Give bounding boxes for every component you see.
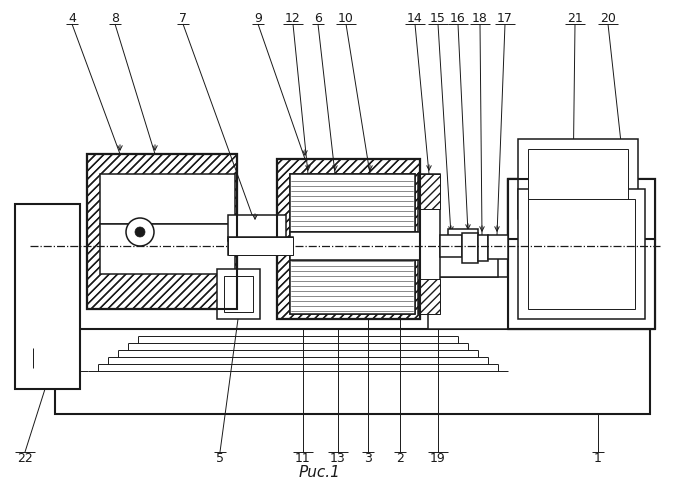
Circle shape [135,227,145,238]
Bar [478,236,488,262]
Text: 6: 6 [314,13,322,25]
Bar [277,160,420,319]
Bar [518,140,638,220]
Text: 14: 14 [407,13,423,25]
Text: Puc.1: Puc.1 [299,465,341,480]
Bar [290,175,415,314]
Text: 19: 19 [430,451,446,465]
Bar [100,175,235,224]
Bar [15,204,80,389]
Bar [462,234,478,264]
Text: 7: 7 [179,13,187,25]
Bar [228,216,286,242]
Text: 8: 8 [111,13,119,25]
Text: 13: 13 [330,451,346,465]
Bar [438,247,498,278]
Bar [418,280,440,314]
Text: 21: 21 [567,13,583,25]
Text: 22: 22 [17,451,33,465]
Bar [87,155,237,309]
Bar [228,238,293,256]
Text: 4: 4 [68,13,76,25]
Bar [290,232,420,261]
Text: 15: 15 [430,13,446,25]
Bar [440,236,462,258]
Bar [508,180,655,329]
Text: 16: 16 [450,13,466,25]
Bar [290,175,415,314]
Text: 20: 20 [600,13,616,25]
Bar [428,278,508,329]
Bar [508,180,588,240]
Bar [87,155,237,309]
Text: 1: 1 [594,451,602,465]
Bar [224,276,253,312]
Bar [277,160,420,319]
Text: 3: 3 [364,451,372,465]
Bar [277,160,420,319]
Text: 5: 5 [216,451,224,465]
Bar [508,180,655,329]
Bar [228,238,293,256]
Text: 12: 12 [285,13,301,25]
Text: 18: 18 [472,13,488,25]
Bar [87,155,237,309]
Bar [508,180,655,240]
Bar [55,329,650,414]
Text: 11: 11 [295,451,311,465]
Bar [418,175,440,314]
Bar [100,224,235,274]
Bar [488,236,508,260]
Bar [290,232,420,261]
Bar [528,200,635,309]
Circle shape [126,219,154,246]
Bar [217,269,260,319]
Bar [518,190,645,319]
Text: 2: 2 [396,451,404,465]
Text: 9: 9 [254,13,262,25]
Text: 17: 17 [497,13,513,25]
Bar [528,150,628,209]
Bar [448,229,478,247]
Text: 10: 10 [338,13,354,25]
Bar [418,175,440,209]
